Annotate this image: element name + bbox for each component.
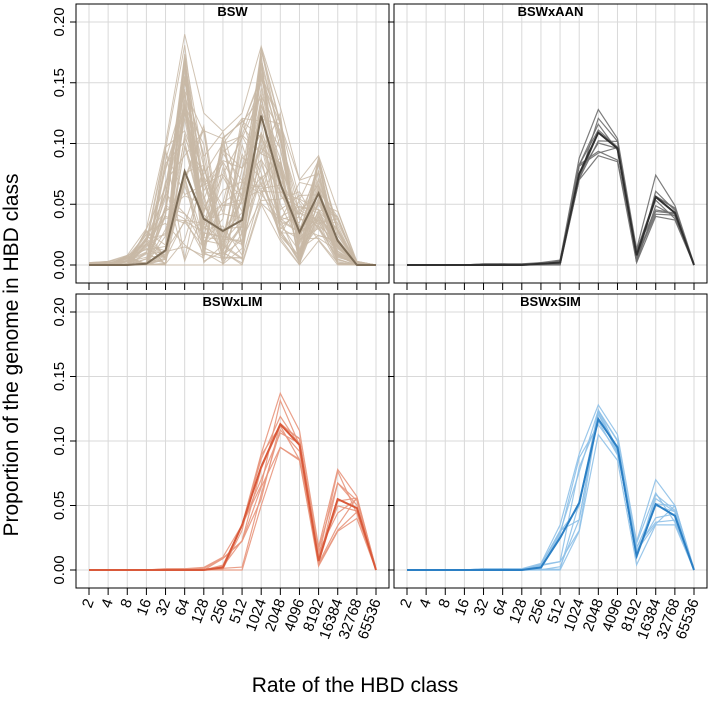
x-axis-label: Rate of the HBD class — [252, 674, 459, 697]
y-ticks: 0.00 0.05 0.10 0.15 0.20 — [51, 297, 76, 585]
x-ticks — [88, 283, 377, 290]
y-ticks: 0.00 0.05 0.10 0.15 0.20 — [51, 7, 76, 280]
x-tick-label: 2 — [79, 597, 98, 611]
panel-bswxaan: BSWxAAN — [388, 3, 708, 290]
individual-lines — [88, 34, 377, 267]
x-tick-label: 32 — [471, 597, 493, 618]
grid — [394, 4, 707, 283]
individual-line — [89, 391, 377, 571]
panel-title: BSW — [217, 4, 248, 19]
y-ticks — [388, 311, 394, 571]
x-ticks — [406, 283, 695, 290]
individual-line — [88, 135, 377, 266]
y-tick-label: 0.15 — [51, 362, 68, 391]
x-ticks: 2 4 81632641282565121024204840968192163843… — [397, 588, 703, 642]
individual-line — [407, 410, 695, 571]
individual-lines — [407, 108, 695, 266]
individual-line — [89, 446, 377, 571]
y-tick-label: 0.20 — [51, 297, 68, 326]
mean-line — [89, 422, 377, 571]
individual-line — [407, 409, 695, 571]
y-tick-label: 0.00 — [51, 555, 68, 584]
individual-line — [407, 412, 695, 571]
y-tick-label: 0.00 — [51, 250, 68, 279]
individual-line — [89, 104, 376, 266]
x-tick-label: 16 — [451, 597, 473, 618]
individual-line — [407, 408, 695, 571]
panel-title: BSWxLIM — [203, 294, 263, 309]
y-tick-label: 0.10 — [51, 129, 68, 158]
individual-line — [88, 34, 377, 266]
mean-line — [407, 416, 695, 571]
individual-line — [407, 411, 695, 571]
individual-line — [407, 140, 695, 266]
individual-line — [407, 403, 695, 571]
y-tick-label: 0.15 — [51, 68, 68, 97]
x-tick-label: 64 — [172, 597, 194, 618]
x-tick-label: 8 — [117, 597, 136, 611]
x-ticks: 2 4 81632641282565121024204840968192163843… — [79, 588, 385, 642]
panel-bsw: BSW 0.00 0.05 0.10 0.15 0.20 — [51, 3, 390, 290]
individual-line — [89, 446, 377, 571]
x-tick-label: 16 — [133, 597, 155, 618]
individual-line — [407, 129, 695, 266]
panel-title: BSWxSIM — [520, 294, 581, 309]
individual-lines — [89, 391, 377, 571]
x-tick-label: 2 — [397, 597, 416, 611]
y-tick-label: 0.20 — [51, 7, 68, 36]
individual-line — [407, 408, 695, 571]
individual-line — [89, 111, 376, 266]
y-ticks — [388, 21, 394, 266]
mean-line — [407, 131, 695, 266]
y-tick-label: 0.05 — [51, 190, 68, 219]
y-tick-label: 0.10 — [51, 426, 68, 455]
individual-lines — [407, 403, 695, 571]
individual-line — [407, 131, 695, 266]
mean-line — [89, 115, 376, 266]
panel-title: BSWxAAN — [518, 4, 584, 19]
individual-line — [88, 73, 376, 266]
individual-line — [88, 56, 376, 266]
individual-line — [407, 108, 695, 266]
x-tick-label: 64 — [490, 597, 512, 618]
x-tick-label: 4 — [98, 597, 117, 611]
y-tick-label: 0.05 — [51, 491, 68, 520]
x-tick-label: 4 — [416, 597, 435, 611]
individual-line — [407, 146, 695, 266]
y-axis-label: Proportion of the genome in HBD class — [0, 173, 23, 536]
individual-line — [89, 96, 377, 266]
x-tick-label: 8 — [435, 597, 454, 611]
x-tick-label: 32 — [153, 597, 175, 618]
